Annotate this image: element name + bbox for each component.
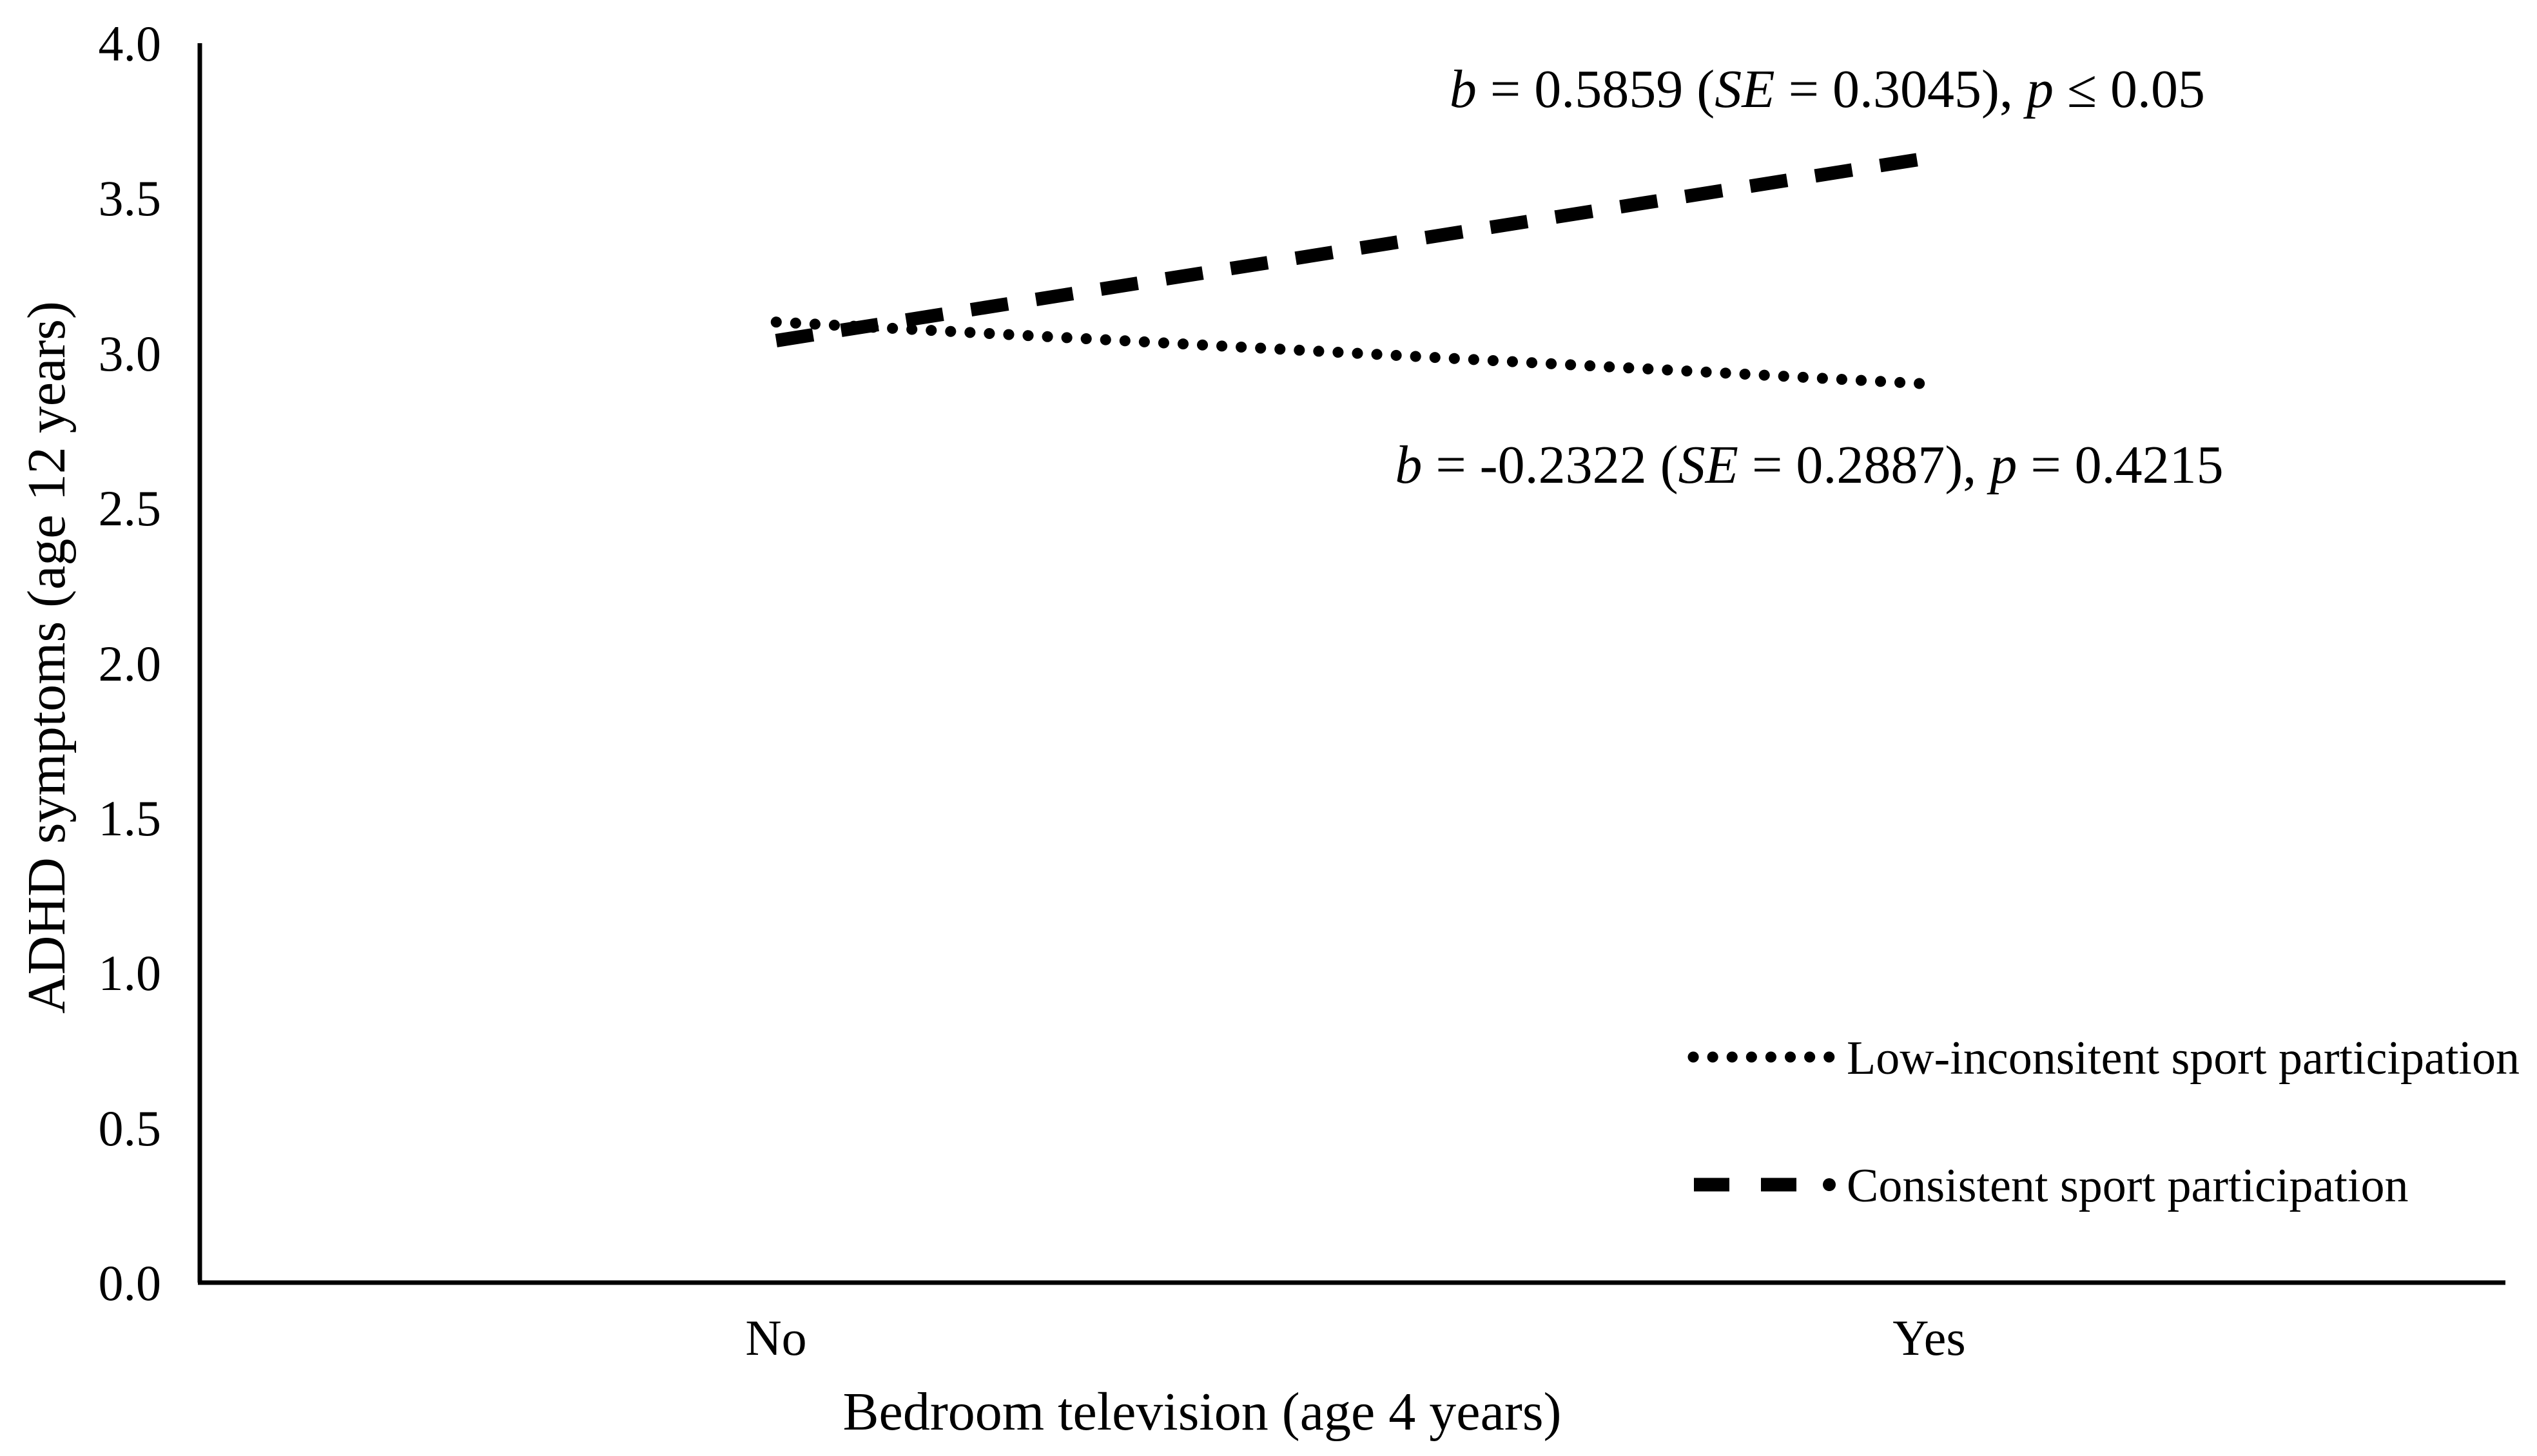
annotation-low-inconsistent-slope: b = -0.2322 (SE = 0.2887), p = 0.4215: [1395, 435, 2223, 495]
y-tick-label: 4.0: [99, 15, 162, 72]
y-tick-label: 1.0: [99, 945, 162, 1001]
series-line-low-inconsistent-sport: [770, 316, 1935, 390]
legend-item-low-inconsistent: Low-inconsitent sport participation: [1687, 1032, 2520, 1085]
y-tick-label: 0.5: [99, 1100, 162, 1156]
y-tick-label: 1.5: [99, 790, 162, 846]
legend: Low-inconsitent sport participation Cons…: [1687, 1032, 2520, 1212]
y-tick-label: 3.0: [99, 325, 162, 382]
legend-item-consistent: Consistent sport participation: [1694, 1160, 2408, 1212]
x-category-yes: Yes: [1892, 1310, 1966, 1366]
legend-label-consistent: Consistent sport participation: [1847, 1160, 2408, 1212]
y-tick-label: 0.0: [99, 1255, 162, 1311]
x-category-no: No: [745, 1310, 806, 1366]
y-tick-label: 2.5: [99, 480, 162, 536]
legend-dashed-dot-sample: [1823, 1178, 1836, 1191]
y-axis-title: ADHD symptoms (age 12 years): [17, 301, 77, 1014]
x-axis-title: Bedroom television (age 4 years): [843, 1382, 1562, 1442]
legend-label-low-inconsistent: Low-inconsitent sport participation: [1847, 1032, 2520, 1085]
y-tick-label: 3.5: [99, 170, 162, 226]
series-line-consistent-sport: [775, 151, 1930, 347]
annotation-consistent-slope: b = 0.5859 (SE = 0.3045), p ≤ 0.05: [1450, 59, 2205, 119]
y-tick-label: 2.0: [99, 636, 162, 692]
